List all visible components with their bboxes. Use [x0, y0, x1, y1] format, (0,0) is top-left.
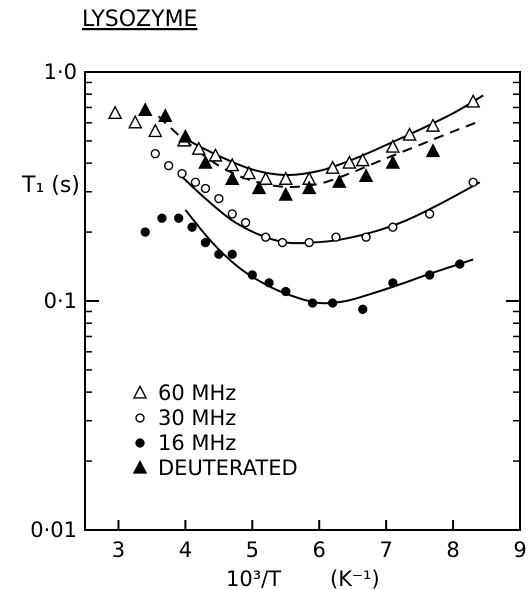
x-tick-label: 5 [246, 538, 259, 562]
data-point [214, 193, 224, 204]
data-point [107, 105, 123, 119]
y-axis-label: T₁ (s) [21, 173, 80, 198]
legend-marker [132, 459, 148, 474]
data-point [385, 138, 401, 153]
data-point [150, 148, 160, 159]
data-point [247, 270, 257, 280]
data-point [424, 209, 435, 219]
legend-marker [132, 384, 148, 399]
data-point [342, 155, 357, 169]
data-point [388, 278, 398, 288]
chart-title: LYSOZYME [82, 7, 197, 32]
data-point [174, 213, 184, 223]
x-tick-label: 8 [446, 538, 459, 562]
data-point [277, 237, 288, 248]
data-point [332, 174, 347, 188]
data-points [107, 93, 481, 314]
data-point [278, 187, 293, 201]
x-axis-title: 10³/T (K⁻¹) [226, 567, 380, 590]
data-point [208, 147, 223, 162]
data-point [258, 171, 273, 185]
data-point [177, 168, 187, 179]
data-point [278, 171, 293, 185]
legend-marker [135, 413, 145, 423]
data-point [468, 177, 478, 187]
y-tick-label: 0·1 [44, 289, 77, 313]
data-point [325, 160, 340, 174]
data-point [200, 237, 211, 248]
data-point [425, 118, 441, 132]
data-point [158, 108, 173, 123]
data-point [225, 171, 240, 185]
x-tick-label: 7 [379, 538, 392, 562]
fit-curve [184, 94, 484, 177]
y-tick-label: 0·01 [30, 518, 77, 542]
plot-frame [84, 71, 521, 531]
data-point [214, 249, 224, 259]
data-point [388, 222, 398, 232]
data-point [138, 102, 153, 117]
data-point [251, 180, 267, 195]
legend-label: 60 MHz [158, 381, 236, 405]
legend-label: DEUTERATED [158, 456, 298, 480]
data-point [465, 93, 481, 108]
data-point [240, 217, 251, 228]
data-point [304, 237, 314, 248]
x-axis-unit: (K⁻¹) [330, 567, 380, 590]
data-point [241, 165, 257, 180]
data-point [148, 123, 163, 138]
data-point [127, 114, 143, 129]
x-axis-label: 10³/T [226, 567, 281, 590]
data-point [261, 232, 271, 242]
data-point [264, 278, 274, 288]
data-point [140, 227, 150, 237]
data-point [385, 155, 401, 169]
data-point [190, 177, 201, 187]
data-point [157, 213, 167, 223]
data-point [163, 160, 174, 171]
data-point [331, 232, 341, 242]
data-point [301, 180, 317, 195]
data-point [361, 232, 371, 242]
data-point [281, 286, 291, 297]
data-point [327, 298, 338, 308]
data-point [307, 298, 318, 308]
y-tick-label: 1·0 [44, 60, 77, 84]
x-tick-label: 3 [112, 538, 125, 562]
data-point [198, 155, 213, 169]
data-point [402, 127, 417, 141]
x-tick-label: 4 [179, 538, 192, 562]
legend-label: 30 MHz [158, 406, 236, 430]
data-point [225, 157, 240, 172]
axis-ticks: 3 4 5 6 7 8 9 0·01 0·1 1·0 [30, 60, 526, 562]
x-tick-label: 9 [513, 538, 526, 562]
data-point [455, 259, 465, 269]
data-point [358, 168, 374, 183]
legend-label: 16 MHz [158, 431, 236, 455]
data-point [227, 249, 237, 259]
data-point [227, 209, 237, 219]
data-point [178, 128, 193, 143]
data-point [200, 183, 211, 194]
legend-marker [135, 438, 145, 448]
data-point [425, 143, 441, 158]
data-point [191, 141, 206, 155]
x-tick-label: 6 [313, 538, 326, 562]
data-point [355, 152, 370, 167]
data-point [358, 304, 368, 314]
fit-curve [178, 172, 481, 245]
data-point [424, 270, 435, 280]
data-point [187, 222, 197, 232]
